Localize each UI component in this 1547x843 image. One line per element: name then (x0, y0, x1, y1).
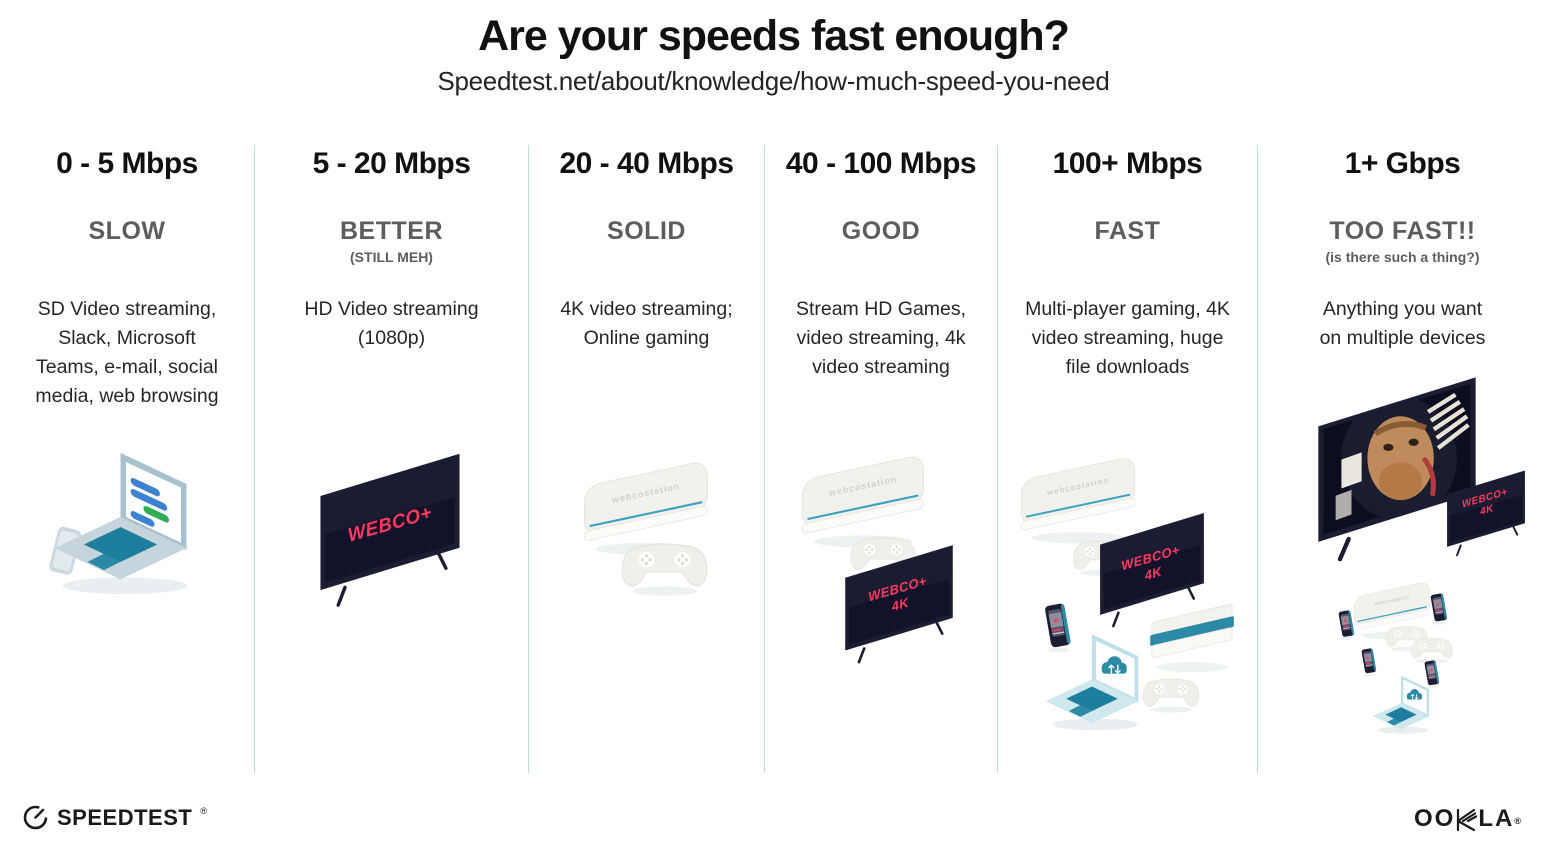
tier-subnote: (STILL MEH) (350, 249, 433, 265)
phone-video-icon (1430, 593, 1448, 625)
ookla-wordmark-right: LA (1478, 805, 1515, 832)
tier-label: FAST (1094, 217, 1161, 245)
speed-columns: 0 - 5 Mbps SLOW SD Video streaming, Slac… (0, 145, 1547, 773)
speed-column-1-plus-gbps: 1+ Gbps TOO FAST!! (is there such a thin… (1258, 145, 1547, 773)
slim-console-icon (1146, 601, 1238, 673)
page-title: Are your speeds fast enough? (478, 12, 1070, 60)
controller-icon (617, 535, 712, 598)
trademark-symbol: ® (200, 805, 207, 816)
tier-subnote: (is there such a thing?) (1325, 249, 1480, 265)
tier-label: SOLID (607, 217, 686, 245)
speed-range: 40 - 100 Mbps (785, 147, 977, 180)
speed-range: 0 - 5 Mbps (56, 147, 198, 180)
speedtest-gauge-icon (23, 805, 48, 830)
ookla-k-icon (1457, 808, 1478, 832)
laptop-cloud-icon (1366, 675, 1436, 734)
tier-label: GOOD (841, 217, 921, 245)
ookla-logo: OO LA ® (1414, 805, 1523, 833)
speed-range: 5 - 20 Mbps (312, 147, 471, 180)
tier-description: Multi-player gaming, 4K video streaming,… (1025, 298, 1230, 378)
speed-column-100-plus-mbps: 100+ Mbps FAST Multi-player gaming, 4K v… (998, 145, 1258, 773)
page-footer: SPEEDTEST ® OO LA ® (0, 791, 1547, 843)
laptop-cloud-icon (1034, 633, 1150, 731)
speed-column-5-20-mbps: 5 - 20 Mbps BETTER (STILL MEH) HD Video … (255, 145, 529, 773)
tier-label: SLOW (88, 217, 166, 245)
tier-description: Stream HD Games, video streaming, 4k vid… (795, 298, 967, 378)
speed-column-0-5-mbps: 0 - 5 Mbps SLOW SD Video streaming, Slac… (0, 145, 255, 773)
tv-4k-icon: WEBCO+ 4K (1444, 469, 1528, 558)
tier-description: Anything you want on multiple devices (1319, 298, 1486, 349)
tier-label: BETTER (340, 217, 443, 245)
tv-4k-icon: WEBCO+ 4K (841, 543, 957, 665)
tier-description: SD Video streaming, Slack, Microsoft Tea… (35, 298, 219, 407)
speedtest-wordmark: SPEEDTEST (57, 804, 193, 830)
speed-range: 100+ Mbps (1052, 147, 1203, 180)
phone-video-icon (1338, 610, 1355, 641)
tier-label: TOO FAST!! (1329, 217, 1476, 245)
ookla-wordmark-left: OO (1414, 805, 1456, 832)
speed-column-20-40-mbps: 20 - 40 Mbps SOLID 4K video streaming; O… (529, 145, 765, 773)
page-subtitle-url: Speedtest.net/about/knowledge/how-much-s… (437, 66, 1110, 96)
speed-column-40-100-mbps: 40 - 100 Mbps GOOD Stream HD Games, vide… (765, 145, 998, 773)
laptop-chat-icon (38, 451, 203, 598)
speed-range: 1+ Gbps (1344, 147, 1461, 180)
tier-description: HD Video streaming (1080p) (304, 298, 479, 349)
speedtest-logo: SPEEDTEST ® (22, 804, 207, 831)
trademark-symbol: ® (1514, 816, 1523, 826)
page-header: Are your speeds fast enough? Speedtest.n… (0, 0, 1547, 97)
phone-video-icon (1361, 648, 1377, 677)
tv-icon: WEBCO+ (315, 451, 465, 609)
speed-range: 20 - 40 Mbps (559, 147, 734, 180)
tier-description: 4K video streaming; Online gaming (560, 298, 733, 349)
